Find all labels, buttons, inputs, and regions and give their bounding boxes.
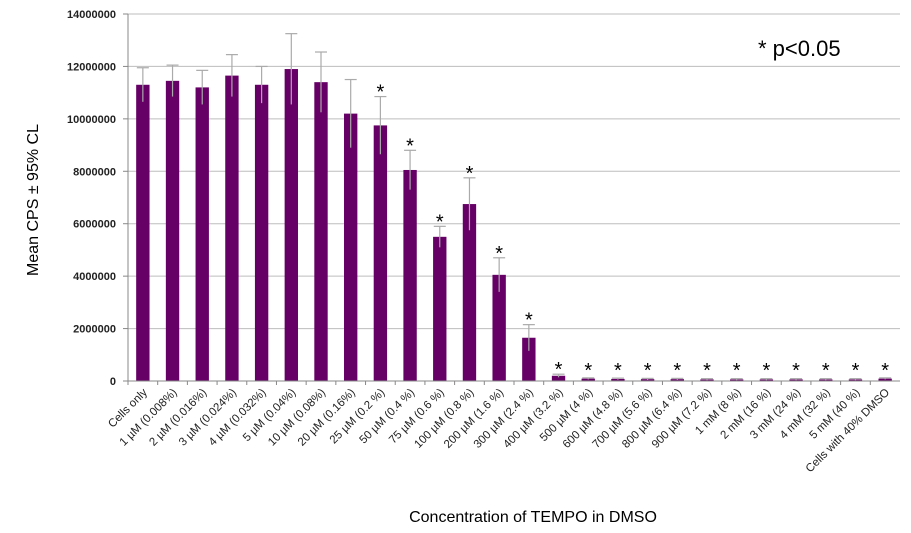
x-axis-title: Concentration of TEMPO in DMSO — [409, 509, 657, 526]
bar — [165, 80, 180, 381]
y-tick-label: 12000000 — [67, 61, 116, 73]
significance-note: * p<0.05 — [758, 36, 841, 61]
y-tick-label: 4000000 — [73, 271, 116, 283]
bars — [136, 69, 892, 382]
significance-star: * — [495, 243, 503, 265]
significance-star: * — [406, 135, 414, 157]
y-tick-label: 10000000 — [67, 114, 116, 126]
bar — [522, 337, 536, 381]
bar — [403, 169, 417, 381]
bar — [640, 379, 655, 381]
bar — [344, 113, 358, 381]
bar — [314, 82, 328, 382]
bar — [611, 378, 625, 381]
significance-star: * — [703, 360, 711, 382]
y-tick-label: 14000000 — [67, 9, 116, 21]
significance-star: * — [644, 360, 652, 382]
y-tick-label: 6000000 — [73, 219, 116, 231]
bar — [136, 84, 150, 382]
bar — [433, 236, 447, 381]
significance-star: * — [822, 360, 830, 382]
significance-star: * — [852, 360, 860, 382]
bar — [670, 379, 684, 381]
significance-star: * — [466, 163, 474, 185]
significance-star: * — [376, 82, 384, 104]
bar — [254, 84, 269, 382]
error-bars — [136, 33, 892, 381]
significance-star: * — [584, 360, 592, 382]
gridlines — [128, 13, 900, 382]
bar — [462, 204, 477, 381]
bar — [195, 87, 209, 382]
y-tick-label: 0 — [110, 376, 116, 388]
significance-star: * — [881, 360, 889, 382]
y-tick-label: 8000000 — [73, 166, 116, 178]
significance-star: * — [555, 359, 563, 381]
significance-star: * — [525, 310, 533, 332]
bar — [492, 274, 506, 381]
bar — [581, 378, 595, 381]
bar — [225, 75, 239, 381]
significance-star: * — [673, 360, 681, 382]
y-axis-title: Mean CPS ± 95% CL — [25, 124, 42, 276]
significance-star: * — [436, 211, 444, 233]
bar — [284, 69, 298, 382]
bar — [373, 125, 388, 382]
significance-star: * — [792, 360, 800, 382]
significance-markers: * * * * * * * * * * * * * * * * * * — [376, 82, 889, 382]
bar — [551, 375, 566, 381]
significance-star: * — [733, 360, 741, 382]
y-tick-label: 2000000 — [73, 324, 116, 336]
significance-star: * — [762, 360, 770, 382]
bar — [878, 378, 892, 381]
significance-star: * — [614, 360, 622, 382]
y-axis-ticks: 0 2000000 4000000 6000000 8000000 10000000 120… — [67, 9, 128, 388]
